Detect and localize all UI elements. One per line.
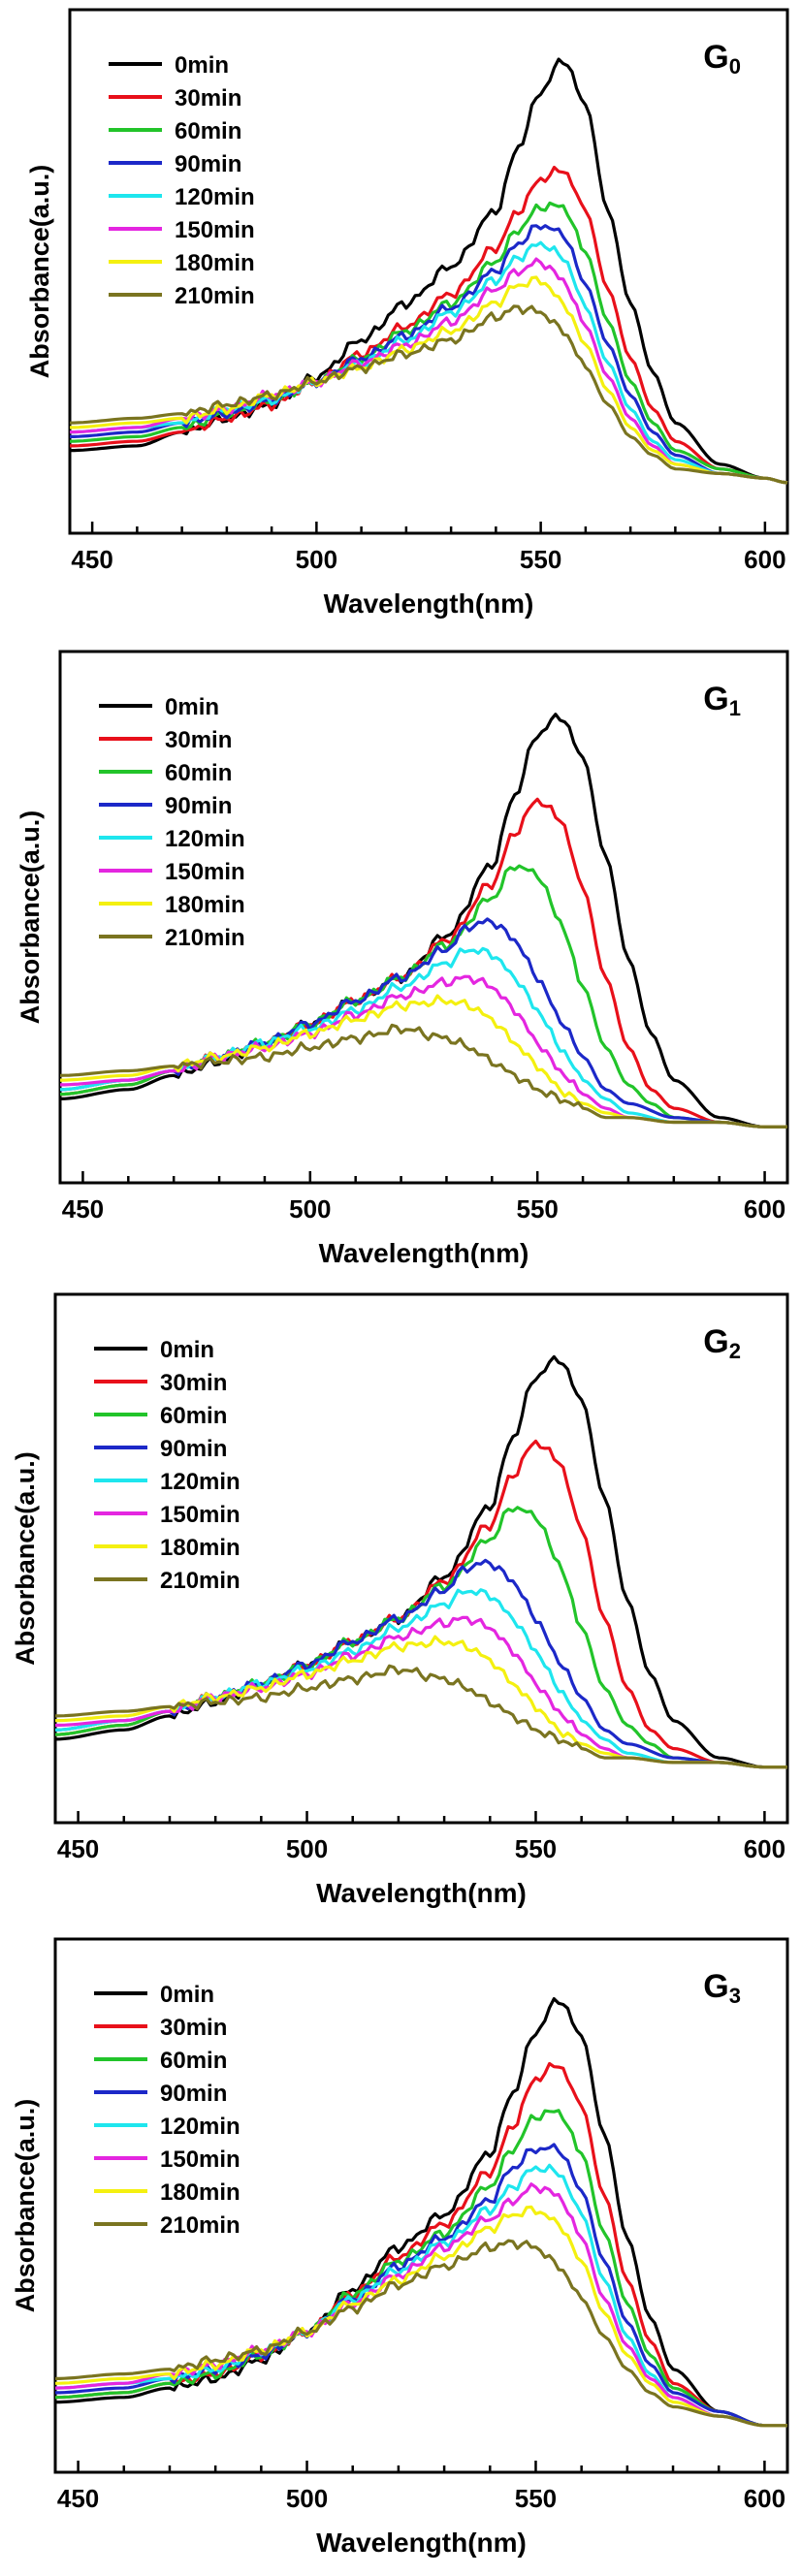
panel-label-main: G	[703, 1968, 728, 2005]
panel-label: G1	[703, 681, 741, 720]
series-line-150min	[54, 1615, 787, 1769]
x-tick-label: 500	[286, 1834, 328, 1863]
legend-entry-30min: 30min	[160, 1370, 227, 1396]
x-tick-label: 550	[515, 1834, 557, 1863]
legend-entry-60min: 60min	[165, 760, 232, 786]
legend-entry-90min: 90min	[165, 793, 232, 819]
x-tick-label: 600	[744, 545, 785, 574]
series-line-210min	[54, 1664, 787, 1769]
x-axis-label: Wavelength(nm)	[316, 1878, 527, 1908]
legend-entry-120min: 120min	[160, 2114, 240, 2140]
x-tick-label: 450	[57, 2484, 99, 2513]
series-line-120min	[59, 946, 787, 1129]
x-tick-label: 600	[744, 2484, 785, 2513]
x-axis-label: Wavelength(nm)	[324, 588, 534, 619]
panel-label-sub: 0	[729, 54, 741, 79]
legend-entry-120min: 120min	[165, 826, 245, 852]
x-tick-label: 600	[744, 1194, 785, 1224]
panel-g2: 450 500 550 600 Wavelength(nm) Absorbance(a.u…	[11, 1292, 789, 1908]
legend-entry-90min: 90min	[175, 151, 241, 177]
y-axis-label: Absorbance(a.u.)	[16, 811, 45, 1025]
x-tick-label: 600	[744, 1834, 785, 1863]
legend-entry-90min: 90min	[160, 1436, 227, 1462]
legend-entry-180min: 180min	[160, 1535, 240, 1561]
legend-entry-0min: 0min	[165, 694, 219, 720]
x-tick-label: 450	[57, 1834, 99, 1863]
series-line-180min	[54, 2205, 787, 2428]
panel-label: G3	[703, 1968, 741, 2008]
y-axis-label: Absorbance(a.u.)	[11, 2099, 40, 2313]
legend-entry-180min: 180min	[160, 2179, 240, 2206]
panel-g0: 450 500 550 600 Wavelength(nm) Absorbance(a.u…	[25, 8, 789, 619]
x-axis-label: Wavelength(nm)	[316, 2528, 527, 2558]
series-line-150min	[60, 974, 787, 1129]
legend-entry-60min: 60min	[175, 118, 241, 144]
legend-entry-120min: 120min	[160, 1469, 240, 1495]
legend-entry-150min: 150min	[175, 217, 255, 243]
panel-label: G2	[703, 1323, 741, 1363]
series-line-30min	[54, 2061, 787, 2428]
panel-g1: 450 500 550 600 Wavelength(nm) Absorbance(a.u…	[16, 650, 789, 1268]
legend-entry-210min: 210min	[160, 2212, 240, 2239]
legend-entry-30min: 30min	[175, 85, 241, 111]
panel-label-sub: 3	[729, 1984, 741, 2008]
x-tick-label: 550	[516, 1194, 558, 1224]
legend-entry-60min: 60min	[160, 2048, 227, 2074]
series-line-180min	[70, 275, 788, 485]
legend-entry-180min: 180min	[175, 250, 255, 276]
panel-label: G0	[703, 39, 741, 79]
legend-entry-0min: 0min	[175, 52, 229, 79]
panel-g3: 450 500 550 600 Wavelength(nm) Absorbance(a.u…	[11, 1937, 789, 2558]
plot-frame	[53, 1292, 789, 1825]
series-line-60min	[69, 201, 788, 485]
panel-label-main: G	[703, 1323, 728, 1360]
plot-frame	[68, 8, 789, 535]
y-axis-label: Absorbance(a.u.)	[25, 165, 54, 379]
legend-entry-150min: 150min	[160, 2147, 240, 2173]
x-tick-label: 450	[62, 1194, 104, 1224]
legend-entry-180min: 180min	[165, 892, 245, 918]
x-axis-label: Wavelength(nm)	[319, 1238, 529, 1268]
series-line-210min	[69, 304, 788, 485]
series-line-210min	[59, 1023, 787, 1129]
panel-label-main: G	[703, 681, 728, 717]
legend-entry-0min: 0min	[160, 1982, 214, 2008]
panel-label-sub: 1	[729, 696, 741, 720]
legend-entry-120min: 120min	[175, 184, 255, 210]
plot-frame	[53, 1937, 789, 2474]
legend-entry-210min: 210min	[165, 925, 245, 951]
x-tick-label: 500	[289, 1194, 331, 1224]
x-tick-label: 450	[71, 545, 112, 574]
series-line-210min	[55, 2239, 787, 2428]
legend-entry-150min: 150min	[165, 859, 245, 885]
x-tick-label: 500	[296, 545, 337, 574]
legend-entry-90min: 90min	[160, 2081, 227, 2107]
panel-label-sub: 2	[729, 1339, 741, 1363]
legend-entry-0min: 0min	[160, 1337, 214, 1363]
panel-label-main: G	[703, 39, 728, 76]
legend-entry-150min: 150min	[160, 1502, 240, 1528]
legend-entry-30min: 30min	[165, 727, 232, 753]
legend-entry-210min: 210min	[160, 1568, 240, 1594]
series-line-60min	[54, 2109, 787, 2428]
legend-entry-210min: 210min	[175, 283, 255, 309]
x-tick-label: 550	[520, 545, 561, 574]
x-tick-label: 500	[286, 2484, 328, 2513]
legend-entry-30min: 30min	[160, 2015, 227, 2041]
x-tick-label: 550	[515, 2484, 557, 2513]
legend-entry-60min: 60min	[160, 1403, 227, 1429]
y-axis-label: Absorbance(a.u.)	[11, 1451, 40, 1666]
series-line-30min	[70, 165, 788, 485]
series-line-120min	[69, 240, 788, 485]
series-line-120min	[54, 1588, 787, 1769]
plot-frame	[58, 650, 789, 1185]
